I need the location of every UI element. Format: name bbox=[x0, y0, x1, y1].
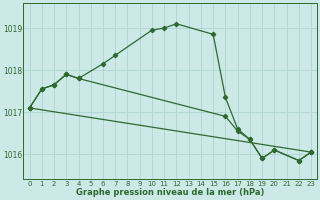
X-axis label: Graphe pression niveau de la mer (hPa): Graphe pression niveau de la mer (hPa) bbox=[76, 188, 265, 197]
